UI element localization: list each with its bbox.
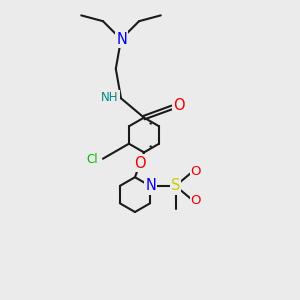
Text: O: O	[191, 194, 201, 206]
Text: O: O	[173, 98, 184, 113]
Text: N: N	[116, 32, 127, 47]
Text: O: O	[134, 156, 146, 171]
Text: S: S	[171, 178, 180, 194]
Text: O: O	[191, 165, 201, 178]
Text: Cl: Cl	[86, 153, 98, 166]
Text: N: N	[145, 178, 156, 194]
Text: NH: NH	[101, 91, 118, 104]
